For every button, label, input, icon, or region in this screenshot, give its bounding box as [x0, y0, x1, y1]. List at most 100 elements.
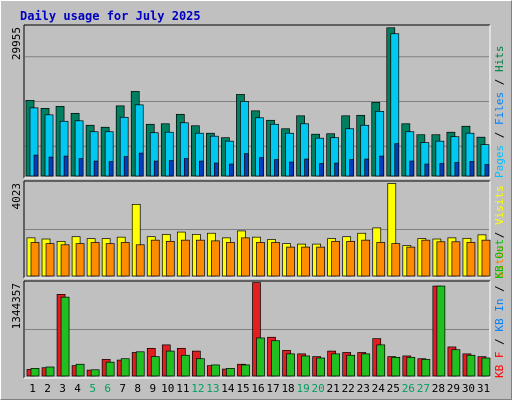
bar-files-day-11 — [183, 158, 189, 177]
bar-files-day-22 — [349, 159, 355, 177]
x-tick-label-day-1: 1 — [29, 382, 36, 395]
x-tick-label-day-23: 23 — [357, 382, 370, 395]
bar-kb-out-day-6 — [105, 361, 115, 377]
bar-kb-out-day-29 — [451, 349, 461, 377]
bar-files-day-21 — [334, 162, 339, 177]
bar-files-day-5 — [93, 160, 99, 177]
bar-sites-day-30 — [466, 242, 476, 277]
bar-sites-day-10 — [165, 240, 175, 277]
bar-files-day-19 — [304, 158, 309, 177]
bar-kb-out-day-23 — [361, 353, 371, 377]
bar-sites-day-31 — [481, 239, 491, 277]
bar-kb-out-day-13 — [211, 364, 220, 377]
x-tick-label-day-7: 7 — [119, 382, 126, 395]
bar-kb-out-day-27 — [421, 359, 431, 377]
bar-kb-out-day-20 — [316, 357, 325, 377]
bar-files-day-12 — [199, 160, 204, 177]
bar-kb-out-day-30 — [466, 354, 476, 377]
legend-item: Visits — [493, 185, 506, 225]
bar-kb-out-day-17 — [271, 340, 280, 377]
bar-files-day-2 — [48, 156, 54, 177]
legend-item: KB F — [493, 352, 506, 379]
legend-kb-in-out: KB F / KB In / KB Out — [493, 239, 506, 378]
legend-separator: / — [493, 332, 506, 352]
bar-files-day-16 — [259, 157, 264, 177]
bar-sites-day-2 — [45, 243, 55, 277]
bar-kb-out-day-15 — [241, 364, 250, 377]
bar-files-day-18 — [289, 161, 294, 177]
bar-files-day-27 — [424, 163, 430, 177]
panel-visits-sites: 4023 Sites / Visits — [10, 180, 506, 279]
chart-title: Daily usage for July 2025 — [20, 9, 201, 23]
bar-files-day-1 — [33, 154, 39, 177]
bar-sites-day-20 — [316, 246, 325, 277]
bar-kb-out-day-8 — [135, 351, 145, 377]
bar-files-day-25 — [394, 143, 400, 177]
bar-sites-day-9 — [150, 239, 160, 277]
bar-files-day-15 — [244, 153, 249, 177]
bar-sites-day-29 — [451, 241, 461, 277]
legend-visits-sites: Sites / Visits — [493, 185, 506, 278]
x-tick-label-day-6: 6 — [104, 382, 111, 395]
x-tick-label-day-18: 18 — [281, 382, 294, 395]
x-tick-label-day-17: 17 — [266, 382, 279, 395]
bar-kb-out-day-14 — [226, 368, 235, 377]
bar-files-day-31 — [484, 164, 490, 177]
bar-files-day-30 — [469, 161, 475, 177]
bar-sites-day-8 — [135, 244, 145, 277]
legend-item: KB In — [493, 299, 506, 332]
bar-sites-day-21 — [331, 240, 340, 277]
bar-sites-day-4 — [75, 243, 85, 277]
bar-kb-out-day-18 — [286, 353, 295, 377]
legend-separator: / — [493, 225, 506, 245]
bar-sites-day-19 — [301, 246, 310, 277]
bar-kb-out-day-21 — [331, 353, 340, 377]
bar-kb-out-day-19 — [301, 355, 310, 377]
x-axis: 1 2 3 4 5 6 7 8 9 10 11 12 13 14 15 16 17 18 19 20 21 22 23 24 2… — [29, 382, 490, 395]
x-tick-label-day-27: 27 — [417, 382, 430, 395]
bar-files-day-4 — [78, 158, 84, 177]
bar-sites-day-12 — [196, 239, 205, 277]
legend-item: KB Out — [493, 239, 506, 279]
bar-kb-out-day-3 — [60, 296, 70, 377]
x-tick-label-day-13: 13 — [206, 382, 219, 395]
bar-sites-day-16 — [256, 242, 265, 277]
x-tick-label-day-29: 29 — [447, 382, 460, 395]
y-max-label: 4023 — [10, 183, 23, 210]
legend-separator: / — [493, 125, 506, 145]
x-tick-label-day-19: 19 — [296, 382, 309, 395]
bar-sites-day-22 — [346, 240, 356, 277]
x-tick-label-day-26: 26 — [402, 382, 415, 395]
bar-files-day-9 — [153, 160, 159, 177]
bar-files-day-29 — [454, 162, 460, 177]
x-tick-label-day-14: 14 — [221, 382, 235, 395]
bar-sites-day-18 — [286, 246, 295, 277]
legend-item: Files — [493, 92, 506, 125]
bar-kb-out-day-28 — [436, 285, 446, 377]
bar-files-day-26 — [409, 160, 415, 177]
bar-files-day-20 — [319, 163, 324, 177]
panel-pages-files-hits: 29955 Pages / Files / Hits — [10, 24, 506, 179]
bar-sites-day-17 — [271, 242, 280, 277]
bar-kb-out-day-11 — [180, 354, 190, 377]
bar-sites-day-23 — [361, 239, 371, 277]
bar-sites-day-15 — [241, 237, 250, 277]
x-tick-label-day-21: 21 — [327, 382, 340, 395]
bar-files-day-14 — [229, 163, 234, 177]
x-tick-label-day-24: 24 — [372, 382, 386, 395]
bar-sites-day-24 — [376, 242, 386, 277]
bar-sites-day-5 — [90, 242, 100, 277]
bar-files-day-10 — [168, 160, 174, 177]
legend-separator: / — [493, 72, 506, 92]
legend-separator: / — [493, 279, 506, 299]
bar-kb-out-day-22 — [346, 354, 356, 377]
bar-kb-out-day-5 — [90, 369, 100, 377]
x-tick-label-day-10: 10 — [161, 382, 174, 395]
x-tick-label-day-20: 20 — [312, 382, 325, 395]
legend-item: Pages — [493, 145, 506, 178]
x-tick-label-day-30: 30 — [462, 382, 475, 395]
x-tick-label-day-15: 15 — [236, 382, 249, 395]
x-tick-label-day-28: 28 — [432, 382, 445, 395]
bar-files-day-13 — [214, 162, 219, 177]
